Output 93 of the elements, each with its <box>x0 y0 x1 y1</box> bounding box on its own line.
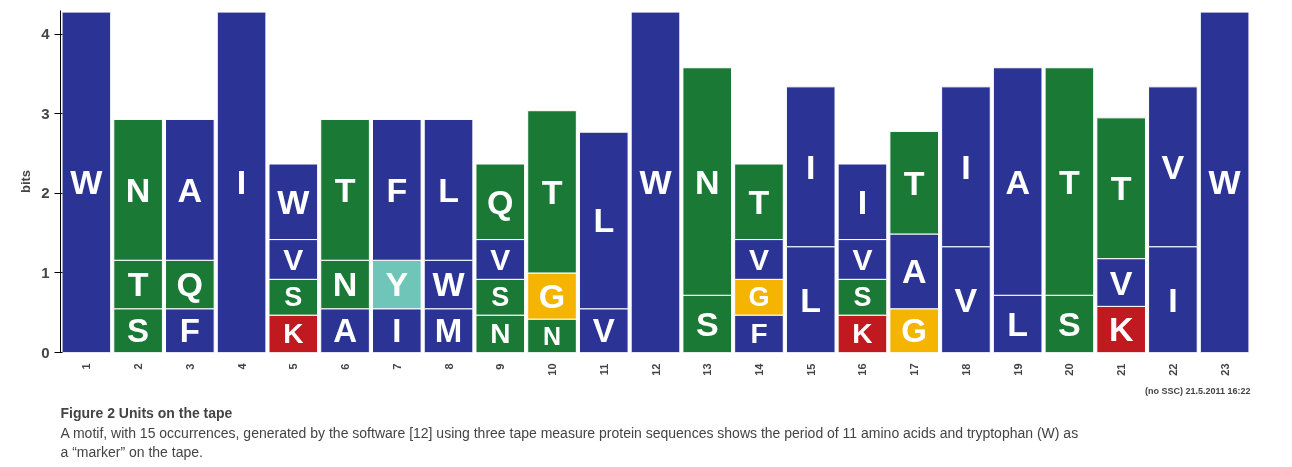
data-label: T <box>903 163 925 202</box>
data-label: N <box>694 162 720 201</box>
x-tick-label: 23 <box>1218 363 1231 376</box>
data-label: I <box>805 147 816 186</box>
data-label: W <box>432 265 466 304</box>
data-label: S <box>491 282 510 313</box>
text: A motif, with 15 occurrences, generated by the software [12] using three tape measure protein sequences shows the period of 11 amino acids and tryptophan (W) as a “marker” on the tape. <box>60 425 1079 460</box>
data-label: A <box>1005 162 1030 201</box>
data-label: V <box>852 242 873 276</box>
data-label: G <box>748 282 770 313</box>
data-label: T <box>127 265 149 304</box>
data-label: T <box>748 182 770 221</box>
data-label: L <box>593 201 615 240</box>
data-label: S <box>695 304 719 343</box>
x-tick-label: 12 <box>649 363 662 376</box>
data-label: G <box>538 277 566 316</box>
data-label: N <box>125 170 151 209</box>
text: (no SSC) 21.5.2011 16:22 <box>1144 385 1251 396</box>
y-tick-label: 0 <box>41 343 50 361</box>
data-label: T <box>334 170 356 209</box>
x-tick-label: 19 <box>1011 363 1024 376</box>
data-label: W <box>639 163 673 202</box>
data-label: T <box>1059 162 1081 201</box>
data-label: A <box>177 170 203 209</box>
bar <box>1199 11 1250 353</box>
x-tick-label: 18 <box>959 363 972 376</box>
data-label: V <box>954 280 978 319</box>
data-label: A <box>333 312 357 350</box>
data-label: F <box>386 170 408 209</box>
data-label: W <box>70 163 104 202</box>
data-label: F <box>179 312 200 350</box>
data-label: M <box>434 312 463 350</box>
x-tick-label: 9 <box>494 363 507 370</box>
bar <box>61 11 112 353</box>
data-label: S <box>853 282 872 313</box>
data-label: S <box>284 282 303 313</box>
x-tick-label: 22 <box>1166 363 1179 376</box>
x-tick-label: 4 <box>235 362 248 370</box>
y-tick-label: 4 <box>41 25 51 43</box>
text: Figure 2 Units on the tape <box>60 404 233 421</box>
x-tick-label: 10 <box>546 363 559 376</box>
y-tick-label: 3 <box>41 104 50 122</box>
data-label: S <box>127 312 150 350</box>
x-tick-label: 2 <box>132 363 145 370</box>
x-tick-label: 8 <box>442 363 455 370</box>
data-label: V <box>1161 147 1185 186</box>
data-label: L <box>800 280 822 319</box>
data-label: I <box>1168 280 1178 319</box>
data-label: I <box>857 182 868 221</box>
data-label: V <box>283 242 304 276</box>
data-label: W <box>1208 163 1242 202</box>
y-tick-label: 1 <box>41 263 50 281</box>
data-label: I <box>392 312 402 350</box>
data-label: Q <box>176 265 204 304</box>
data-label: V <box>592 312 615 350</box>
data-label: I <box>236 163 247 202</box>
x-tick-label: 13 <box>701 363 714 376</box>
data-label: N <box>542 321 562 350</box>
data-label: N <box>490 318 511 350</box>
data-label: T <box>541 172 563 211</box>
x-tick-label: 17 <box>908 363 921 376</box>
data-label: V <box>490 242 511 276</box>
data-label: I <box>961 147 971 186</box>
data-label: K <box>852 318 873 350</box>
data-label: L <box>438 170 459 209</box>
x-tick-label: 5 <box>287 363 300 370</box>
data-label: V <box>1109 263 1133 302</box>
y-tick-label: 2 <box>41 184 50 202</box>
x-tick-label: 1 <box>80 363 93 370</box>
data-label: T <box>1110 169 1132 208</box>
data-label: N <box>332 265 358 304</box>
x-tick-label: 3 <box>183 363 196 370</box>
x-tick-label: 16 <box>856 363 869 376</box>
x-tick-label: 7 <box>390 363 403 370</box>
data-label: K <box>283 318 304 350</box>
x-tick-label: 14 <box>752 362 765 376</box>
x-tick-label: 20 <box>1063 363 1076 376</box>
data-label: S <box>1058 304 1081 343</box>
data-label: G <box>901 312 928 350</box>
data-label: Y <box>385 265 409 304</box>
y-axis-title: bits <box>18 169 34 194</box>
x-tick-label: 21 <box>1115 363 1128 376</box>
data-label: A <box>901 252 927 291</box>
data-label: K <box>1108 310 1134 349</box>
x-tick-label: 15 <box>804 363 817 376</box>
data-label: V <box>748 242 769 276</box>
x-tick-label: 11 <box>597 363 610 376</box>
data-label: L <box>1007 304 1029 343</box>
data-label: Q <box>487 182 514 221</box>
bar <box>630 11 681 353</box>
x-tick-label: 6 <box>339 363 352 370</box>
data-label: F <box>750 318 768 350</box>
data-label: W <box>277 182 311 221</box>
